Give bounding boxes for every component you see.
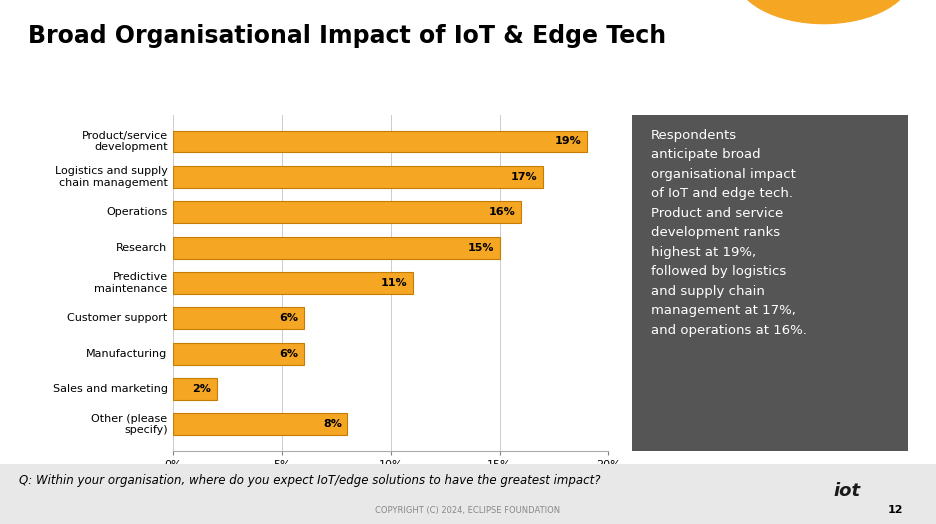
Text: Broad Organisational Impact of IoT & Edge Tech: Broad Organisational Impact of IoT & Edg… [28, 24, 666, 48]
Bar [173, 201, 521, 223]
Text: 16%: 16% [490, 207, 516, 217]
Bar [173, 272, 413, 294]
Text: Q: Within your organisation, where do you expect IoT/edge solutions to have the : Q: Within your organisation, where do yo… [19, 474, 600, 487]
Text: 17%: 17% [511, 172, 537, 182]
Text: 8%: 8% [323, 419, 342, 430]
Text: COPYRIGHT (C) 2024, ECLIPSE FOUNDATION: COPYRIGHT (C) 2024, ECLIPSE FOUNDATION [375, 506, 561, 515]
Text: 2%: 2% [193, 384, 212, 394]
Bar [173, 130, 587, 152]
Text: 6%: 6% [279, 313, 299, 323]
Bar [173, 413, 347, 435]
Text: 6%: 6% [279, 348, 299, 359]
Bar [173, 237, 500, 258]
Text: Respondents
anticipate broad
organisational impact
of IoT and edge tech.
Product: Respondents anticipate broad organisatio… [651, 129, 807, 337]
Text: 12: 12 [887, 505, 903, 515]
Bar [173, 308, 303, 329]
Text: 19%: 19% [554, 136, 581, 147]
Text: 11%: 11% [380, 278, 407, 288]
Bar [173, 343, 303, 365]
Text: 15%: 15% [468, 243, 494, 253]
Bar [173, 166, 543, 188]
Bar [173, 378, 217, 400]
Text: iot: iot [834, 483, 860, 500]
